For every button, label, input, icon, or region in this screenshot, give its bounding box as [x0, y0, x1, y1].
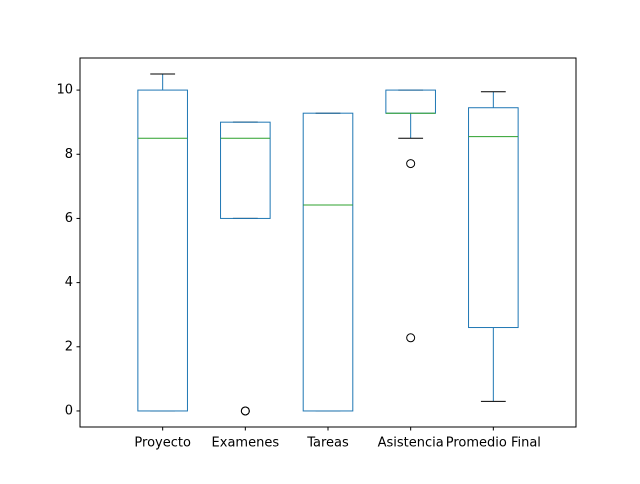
y-axis: 0 2 4 6 8 10: [56, 83, 80, 418]
x-tick-label-proyecto: Proyecto: [134, 436, 191, 451]
x-tick-label-promedio-final: Promedio Final: [446, 436, 541, 451]
x-axis: Proyecto Examenes Tareas Asistencia Promedio…: [134, 427, 541, 451]
box-proyecto: [137, 89, 188, 412]
y-tick-label-4: 4: [65, 275, 73, 290]
x-tick-label-tareas: Tareas: [306, 436, 349, 451]
plot-area: [137, 73, 519, 416]
box-group-tareas: [302, 112, 354, 412]
box-group-asistencia: [385, 89, 436, 343]
x-tick-label-examenes: Examenes: [212, 436, 280, 451]
box-promedio-final: [468, 107, 519, 329]
box-group-promedio-final: [468, 91, 519, 402]
flier-asistencia-1: [406, 333, 416, 343]
flier-asistencia-0: [406, 159, 416, 169]
box-asistencia: [385, 89, 436, 114]
y-tick-label-6: 6: [65, 211, 73, 226]
flier-examenes-1: [240, 406, 250, 416]
y-tick-label-10: 10: [56, 83, 73, 98]
box-examenes: [220, 121, 271, 219]
x-tick-label-asistencia: Asistencia: [378, 436, 444, 451]
box-group-proyecto: [137, 73, 188, 412]
y-tick-label-8: 8: [65, 147, 73, 162]
y-tick-label-2: 2: [65, 339, 73, 354]
box-tareas: [302, 112, 354, 412]
box-group-examenes: [220, 121, 271, 416]
y-tick-label-0: 0: [65, 403, 73, 418]
